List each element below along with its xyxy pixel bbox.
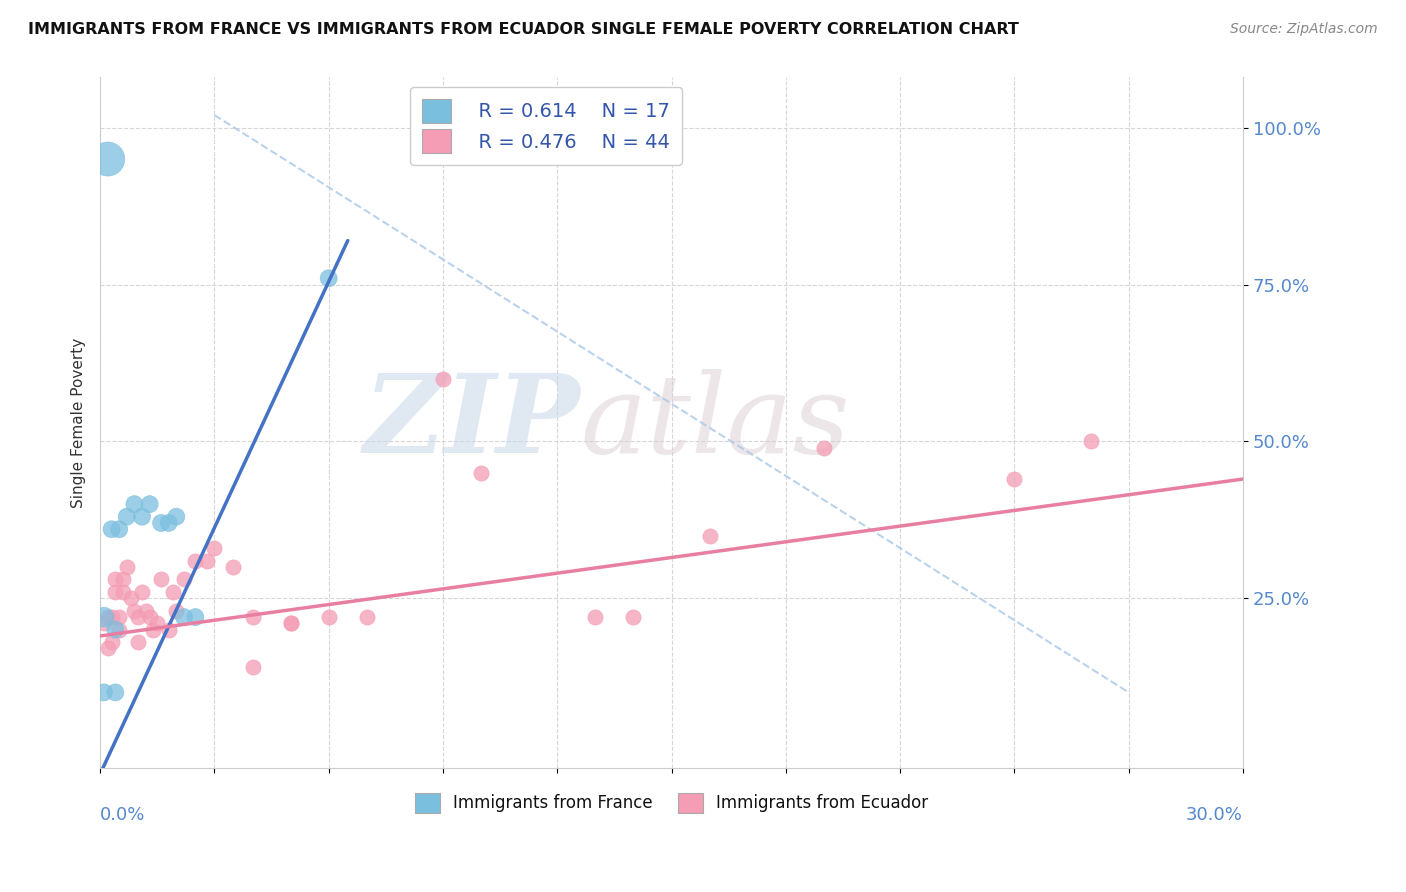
Point xyxy=(242,660,264,674)
Point xyxy=(131,509,153,524)
Point xyxy=(150,573,173,587)
Point xyxy=(222,560,245,574)
Point xyxy=(583,610,606,624)
Point xyxy=(100,522,122,536)
Point xyxy=(93,685,115,699)
Point xyxy=(120,591,142,606)
Point xyxy=(184,554,207,568)
Point xyxy=(150,516,173,530)
Text: IMMIGRANTS FROM FRANCE VS IMMIGRANTS FROM ECUADOR SINGLE FEMALE POVERTY CORRELAT: IMMIGRANTS FROM FRANCE VS IMMIGRANTS FRO… xyxy=(28,22,1019,37)
Point xyxy=(108,623,131,637)
Point xyxy=(318,610,340,624)
Point xyxy=(97,152,120,166)
Point xyxy=(111,573,134,587)
Point xyxy=(115,560,138,574)
Point xyxy=(97,641,120,656)
Point xyxy=(104,623,127,637)
Point xyxy=(318,271,340,285)
Text: 0.0%: 0.0% xyxy=(100,805,145,823)
Text: 30.0%: 30.0% xyxy=(1187,805,1243,823)
Point xyxy=(157,516,180,530)
Text: Source: ZipAtlas.com: Source: ZipAtlas.com xyxy=(1230,22,1378,37)
Legend: Immigrants from France, Immigrants from Ecuador: Immigrants from France, Immigrants from … xyxy=(406,784,936,822)
Point xyxy=(356,610,378,624)
Point xyxy=(104,585,127,599)
Point xyxy=(108,522,131,536)
Point xyxy=(157,623,180,637)
Point xyxy=(165,509,187,524)
Point xyxy=(111,585,134,599)
Point xyxy=(124,604,146,618)
Point xyxy=(124,497,146,511)
Point xyxy=(699,528,721,542)
Point xyxy=(93,616,115,631)
Point xyxy=(104,685,127,699)
Point xyxy=(131,585,153,599)
Point xyxy=(97,610,120,624)
Point xyxy=(138,610,160,624)
Text: ZIP: ZIP xyxy=(364,368,581,476)
Point xyxy=(184,610,207,624)
Text: atlas: atlas xyxy=(581,368,849,476)
Point xyxy=(93,610,115,624)
Point xyxy=(104,573,127,587)
Point xyxy=(146,616,169,631)
Point xyxy=(173,573,195,587)
Point xyxy=(115,509,138,524)
Point xyxy=(202,541,225,555)
Point xyxy=(142,623,165,637)
Point xyxy=(165,604,187,618)
Point xyxy=(1002,472,1025,486)
Point xyxy=(127,610,149,624)
Point xyxy=(242,610,264,624)
Point xyxy=(173,610,195,624)
Point xyxy=(135,604,157,618)
Point xyxy=(1080,434,1102,449)
Y-axis label: Single Female Poverty: Single Female Poverty xyxy=(72,337,86,508)
Point xyxy=(470,466,492,480)
Point xyxy=(108,610,131,624)
Point xyxy=(162,585,184,599)
Point xyxy=(813,441,835,455)
Point xyxy=(280,616,302,631)
Point xyxy=(100,635,122,649)
Point xyxy=(432,371,454,385)
Point xyxy=(280,616,302,631)
Point xyxy=(195,554,218,568)
Point xyxy=(138,497,160,511)
Point xyxy=(127,635,149,649)
Point xyxy=(100,610,122,624)
Point xyxy=(623,610,645,624)
